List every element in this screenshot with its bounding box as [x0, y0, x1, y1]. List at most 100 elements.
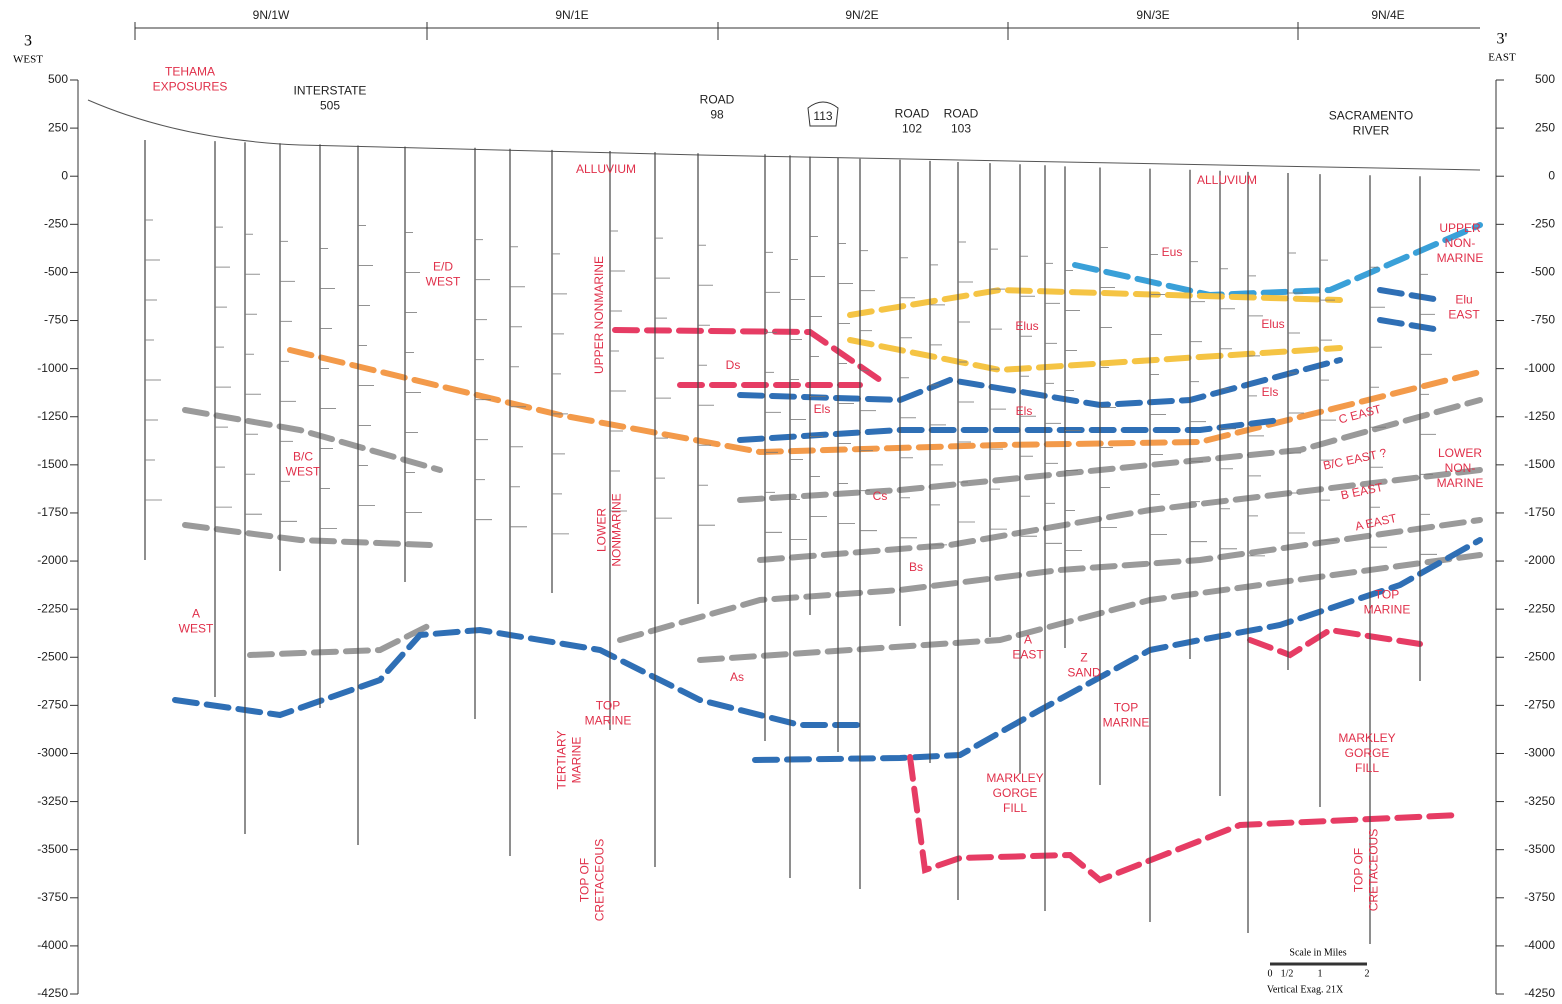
depth-label: -2500 [1524, 649, 1555, 663]
label-line: ROAD [944, 107, 979, 121]
label-line: UPPER [1439, 221, 1481, 235]
label: Elus [1261, 317, 1284, 331]
depth-label: -250 [1531, 216, 1555, 230]
label-line: TEHAMA [165, 65, 215, 79]
label-line: WEST [426, 275, 461, 289]
depth-label: -1500 [1524, 457, 1555, 471]
label-line: FILL [1355, 761, 1379, 775]
depth-label: -2000 [37, 553, 68, 567]
depth-label: -250 [44, 216, 68, 230]
depth-label: -750 [1531, 313, 1555, 327]
label-line: ROAD [700, 93, 735, 107]
depth-label: -3000 [37, 746, 68, 760]
label: 113 [813, 109, 832, 123]
label: ALLUVIUM [1197, 173, 1257, 187]
depth-label: -3250 [37, 794, 68, 808]
depth-label: 500 [48, 72, 68, 86]
label-line: 103 [951, 122, 971, 136]
west-id: 3 [24, 33, 32, 50]
depth-label: -750 [44, 313, 68, 327]
label-line: Elus [1015, 319, 1038, 333]
label-line: TOP [596, 699, 620, 713]
label: LOWER NONMARINE [595, 493, 624, 566]
highway-shield [807, 101, 839, 127]
depth-label: -1750 [37, 505, 68, 519]
label-line: Els [814, 402, 831, 416]
label: Els [814, 402, 831, 416]
depth-label: -4000 [1524, 938, 1555, 952]
label: B/C EAST ? [1322, 446, 1388, 473]
depth-label: -1250 [1524, 409, 1555, 423]
depth-label: -3750 [1524, 890, 1555, 904]
label-line: A [192, 607, 200, 621]
label-line: INTERSTATE [294, 84, 367, 98]
label-line: ALLUVIUM [576, 162, 636, 176]
label-line: TOP [1114, 701, 1138, 715]
label-line: MARKLEY [1338, 731, 1395, 745]
label-line: WEST [179, 622, 214, 636]
depth-label: 500 [1535, 72, 1555, 86]
township-bar [134, 22, 1480, 40]
label-line: Elus [1261, 317, 1284, 331]
depth-label: -1000 [37, 361, 68, 375]
depth-label: -2750 [1524, 698, 1555, 712]
label-line: Bs [909, 560, 923, 574]
depth-label: -3750 [37, 890, 68, 904]
label-line: Els [1016, 404, 1033, 418]
label-line: SACRAMENTO [1329, 109, 1413, 123]
label-line: Cs [873, 489, 888, 503]
depth-label: -2000 [1524, 553, 1555, 567]
scale-title: Scale in Miles [1289, 947, 1346, 958]
label-line: MARINE [585, 714, 632, 728]
scale-tick: 1 [1318, 968, 1323, 979]
label-line: Els [1262, 385, 1279, 399]
depth-label: -1000 [1524, 361, 1555, 375]
label-line: EAST [1448, 308, 1480, 322]
label-line: CRETACEOUS [593, 839, 607, 921]
ground-surface [87, 99, 1481, 171]
label-line: B/C [293, 450, 313, 464]
label-line: B/C EAST ? [1322, 446, 1388, 473]
well-logs [144, 140, 1437, 944]
label-line: MARKLEY [986, 771, 1043, 785]
label-line: B EAST [1339, 480, 1384, 503]
label: As [730, 670, 744, 684]
label: Bs [909, 560, 923, 574]
label-line: RIVER [1353, 124, 1390, 138]
scale-tick: 1/2 [1281, 968, 1294, 979]
scale-note: Vertical Exag. 21X [1267, 984, 1344, 995]
label: B EAST [1339, 480, 1384, 503]
depth-label: -1750 [1524, 505, 1555, 519]
label-line: MARINE [1437, 476, 1484, 490]
depth-label: -500 [44, 265, 68, 279]
label-line: MARINE [1437, 251, 1484, 265]
label-line: CRETACEOUS [1367, 829, 1381, 911]
label: Els [1016, 404, 1033, 418]
label-line: MARINE [1364, 603, 1411, 617]
label-line: TOP OF [578, 858, 592, 902]
township: 9N/2E [845, 8, 878, 22]
township: 9N/1W [253, 8, 290, 22]
depth-label: -1500 [37, 457, 68, 471]
depth-label: -4250 [37, 986, 68, 1000]
label-line: GORGE [993, 786, 1038, 800]
label-line: ROAD [895, 107, 930, 121]
depth-label: -1250 [37, 409, 68, 423]
depth-label: -3500 [1524, 842, 1555, 856]
label-line: 505 [320, 99, 340, 113]
